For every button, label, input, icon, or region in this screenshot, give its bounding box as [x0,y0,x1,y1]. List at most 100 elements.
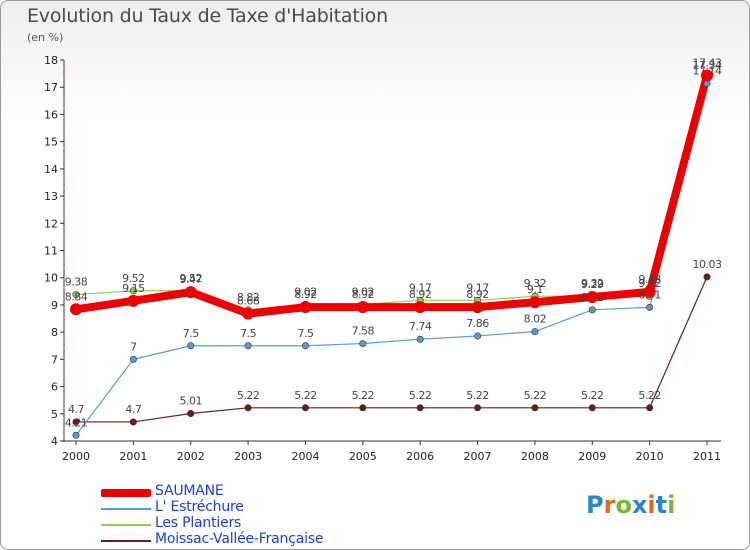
data-label: 8.92 [466,288,489,301]
x-tick-label: 2009 [578,450,606,463]
data-label: 9.02 [294,285,317,298]
data-label: 9.47 [179,273,202,286]
legend-label-plantiers: Les Plantiers [155,515,242,531]
x-tick-label: 2000 [62,450,90,463]
data-label: 17.43 [693,57,722,70]
x-tick-label: 2008 [521,450,549,463]
data-label: 4.7 [68,403,84,416]
data-point [474,404,482,412]
data-label: 8.92 [409,288,432,301]
x-tick-label: 2003 [234,450,262,463]
data-label: 5.22 [638,389,661,402]
y-tick-label: 6 [51,381,58,394]
proxiti-logo: Proxiti [586,491,675,519]
data-point [184,286,197,299]
data-label: 9.38 [65,276,88,289]
x-tick-label: 2010 [636,450,664,463]
data-point [586,291,599,304]
data-point [244,342,252,350]
data-point [70,303,82,316]
data-point [244,404,252,412]
series-line-moissac-vall-e-fran-aise [75,276,708,423]
data-label: 8.68 [237,295,260,308]
data-label: 7 [130,340,137,353]
data-point [703,273,711,281]
data-point [588,404,596,412]
x-tick-label: 2001 [119,450,147,463]
data-label: 5.22 [466,389,489,402]
data-label: 9.17 [409,281,432,294]
data-point [414,301,427,314]
data-label: 4.21 [65,416,88,429]
legend-label-saumane: SAUMANE [155,483,224,499]
data-label: 10.03 [693,258,722,271]
data-point [528,296,541,309]
data-point [72,418,80,426]
y-tick-label: 15 [44,136,58,149]
data-label: 7.74 [409,320,432,333]
data-label: 8.92 [352,288,375,301]
y-tick-label: 17 [44,81,58,94]
data-point [72,291,80,299]
y-tick-label: 9 [51,299,58,312]
data-label: 9.52 [122,272,145,285]
data-point [242,307,255,320]
data-label: 9.32 [524,277,547,290]
data-label: 5.22 [237,389,260,402]
y-tick-label: 10 [44,272,58,285]
y-tick-label: 7 [51,353,58,366]
chart-title: Evolution du Taux de Taxe d'Habitation [27,5,388,27]
x-tick-label: 2011 [693,450,721,463]
data-point [299,301,312,314]
series-line-l-estr-chure [75,82,708,436]
data-point [359,340,367,348]
x-tick-label: 2002 [177,450,205,463]
data-point [127,294,140,307]
logo-letter: r [603,491,616,519]
logo-letter: i [647,491,656,519]
data-point [531,404,539,412]
x-tick-label: 2004 [291,450,319,463]
data-point [356,301,369,314]
data-point [187,342,195,350]
data-label: 7.58 [352,325,375,338]
x-tick-label: 2005 [349,450,377,463]
data-label: 9.32 [581,277,604,290]
legend-label-moissac: Moissac-Vallée-Française [155,531,324,547]
data-point [531,328,539,336]
y-tick-label: 18 [44,54,58,67]
data-label: 7.5 [183,327,199,340]
data-label: 8.82 [237,291,260,304]
data-point [646,404,654,412]
x-tick-label: 2006 [406,450,434,463]
data-label: 9.1 [527,283,543,296]
data-label: 7.86 [466,317,489,330]
data-point [474,332,482,340]
y-tick-label: 14 [44,163,58,176]
data-point [359,404,367,412]
y-tick-label: 5 [51,408,58,421]
data-point [588,306,596,314]
data-label: 5.22 [352,389,375,402]
data-point [301,342,309,350]
series-line-saumane [72,71,711,318]
legend-swatch-saumane [101,489,151,497]
data-point [187,410,195,418]
logo-letter: i [667,491,676,519]
legend-swatch-moissac [101,540,151,542]
data-point [701,69,713,82]
data-label: 9.29 [581,278,604,291]
data-label: 9.17 [466,281,489,294]
data-point [129,418,137,426]
data-label: 4.7 [125,403,141,416]
data-label: 5.01 [179,395,202,408]
data-point [72,431,80,439]
legend-swatch-estrechure [101,508,151,510]
data-label: 5.22 [524,389,547,402]
data-label: 8.92 [294,288,317,301]
data-label: 5.22 [294,389,317,402]
data-point [416,404,424,412]
y-tick-label: 16 [44,108,58,121]
y-tick-label: 8 [51,326,58,339]
